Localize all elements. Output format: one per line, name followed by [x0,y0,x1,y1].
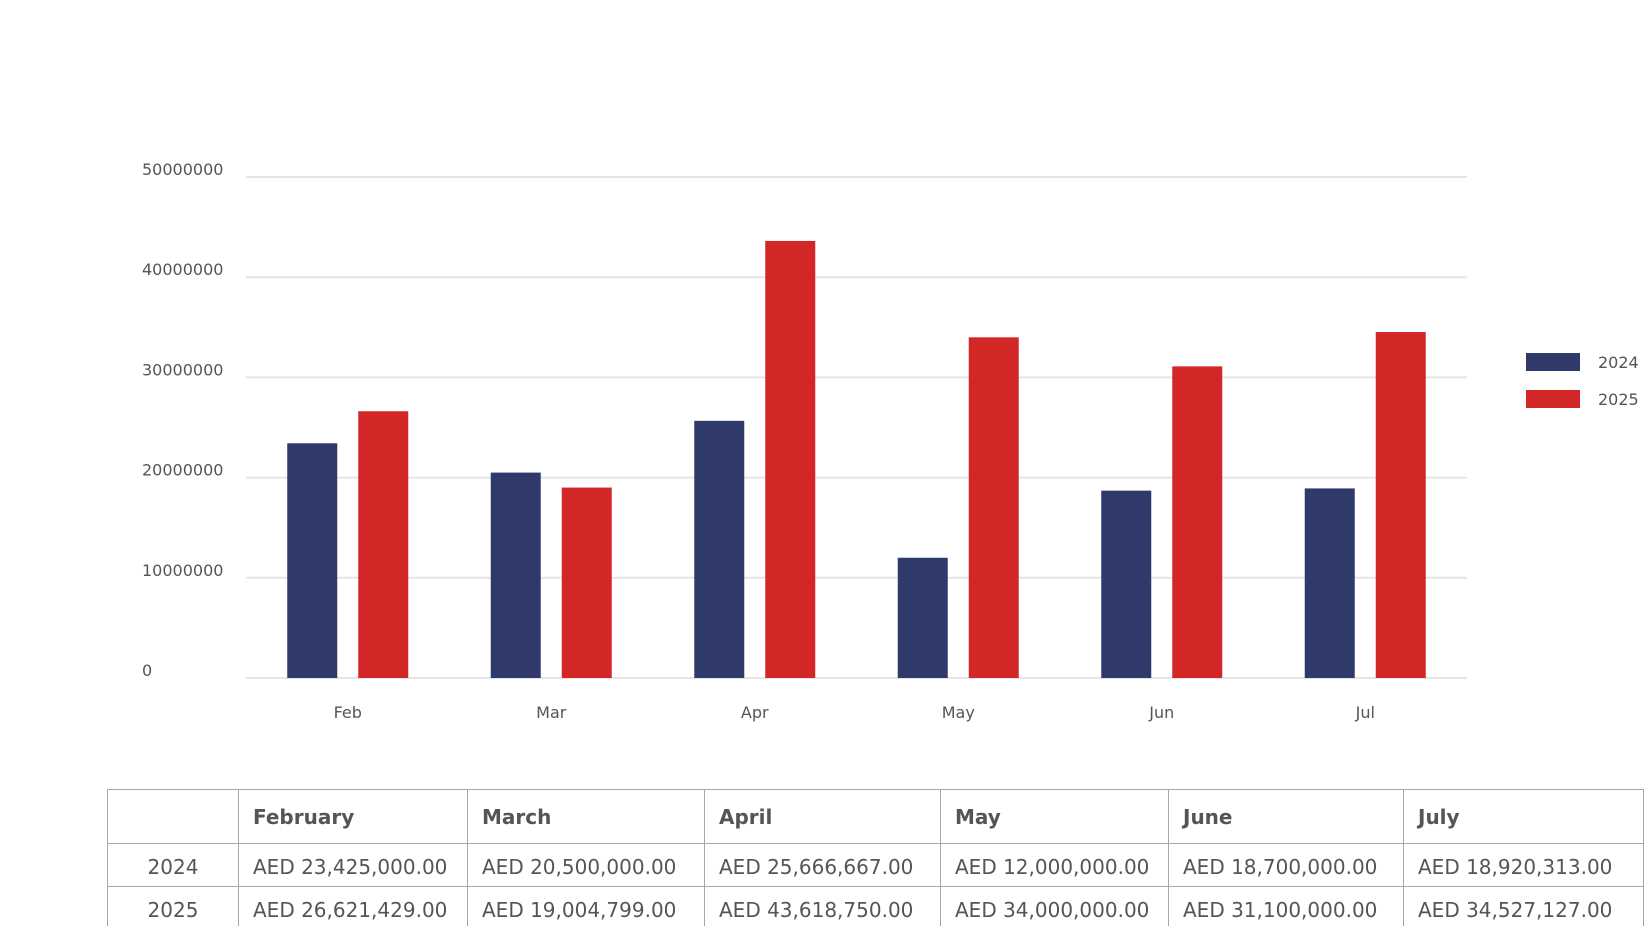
legend-swatch-2024 [1526,353,1580,371]
y-tick-label: 40000000 [142,260,223,279]
x-tick-label: May [942,703,975,722]
x-tick-label: Jun [1148,703,1174,722]
table-cell: AED 25,666,667.00 [704,843,941,887]
table-header-row: February March April May June July [107,789,1644,844]
x-tick-label: Mar [536,703,567,722]
legend-label-2025: 2025 [1598,390,1639,409]
bar-2024-mar [490,472,541,678]
y-tick-label: 0 [142,661,152,680]
bar-2025-mar [561,487,612,678]
table-cell: AED 26,621,429.00 [238,886,468,926]
legend-label-2024: 2024 [1598,353,1639,372]
table-row-label: 2025 [107,886,239,926]
table-header-april: April [704,789,941,844]
bar-2025-jun [1172,366,1223,678]
y-tick-label: 20000000 [142,461,223,480]
x-tick-label: Apr [741,703,769,722]
table-row: 2024 AED 23,425,000.00 AED 20,500,000.00… [107,843,1644,887]
bar-2024-jun [1101,490,1152,678]
table-cell: AED 23,425,000.00 [238,843,468,887]
table-cell: AED 34,000,000.00 [940,886,1169,926]
table-cell: AED 19,004,799.00 [467,886,705,926]
table-header-may: May [940,789,1169,844]
data-table: February March April May June July 2024 … [107,789,1644,926]
bar-2024-feb [287,443,338,678]
bar-2024-apr [694,420,745,678]
table-header-corner [107,789,239,844]
legend-swatch-2025 [1526,390,1580,408]
table-cell: AED 20,500,000.00 [467,843,705,887]
bar-2025-may [968,337,1019,678]
table-header-february: February [238,789,468,844]
table-cell: AED 34,527,127.00 [1403,886,1644,926]
table-cell: AED 12,000,000.00 [940,843,1169,887]
bar-2024-jul [1304,488,1355,678]
bar-2025-jul [1375,332,1426,678]
table-row-label: 2024 [107,843,239,887]
bar-2024-may [897,557,948,678]
y-tick-label: 10000000 [142,561,223,580]
table-header-july: July [1403,789,1644,844]
table-header-june: June [1168,789,1404,844]
y-tick-label: 30000000 [142,360,223,379]
table-cell: AED 43,618,750.00 [704,886,941,926]
table-row: 2025 AED 26,621,429.00 AED 19,004,799.00… [107,886,1644,926]
bar-2025-apr [765,240,816,678]
table-cell: AED 18,920,313.00 [1403,843,1644,887]
table-header-march: March [467,789,705,844]
bar-2025-feb [358,411,409,678]
x-tick-label: Feb [334,703,362,722]
bar-chart: 0 10000000 20000000 30000000 40000000 5000000… [142,160,1639,722]
x-tick-label: Jul [1355,703,1375,722]
y-tick-label: 50000000 [142,160,223,179]
table-cell: AED 31,100,000.00 [1168,886,1404,926]
table-cell: AED 18,700,000.00 [1168,843,1404,887]
